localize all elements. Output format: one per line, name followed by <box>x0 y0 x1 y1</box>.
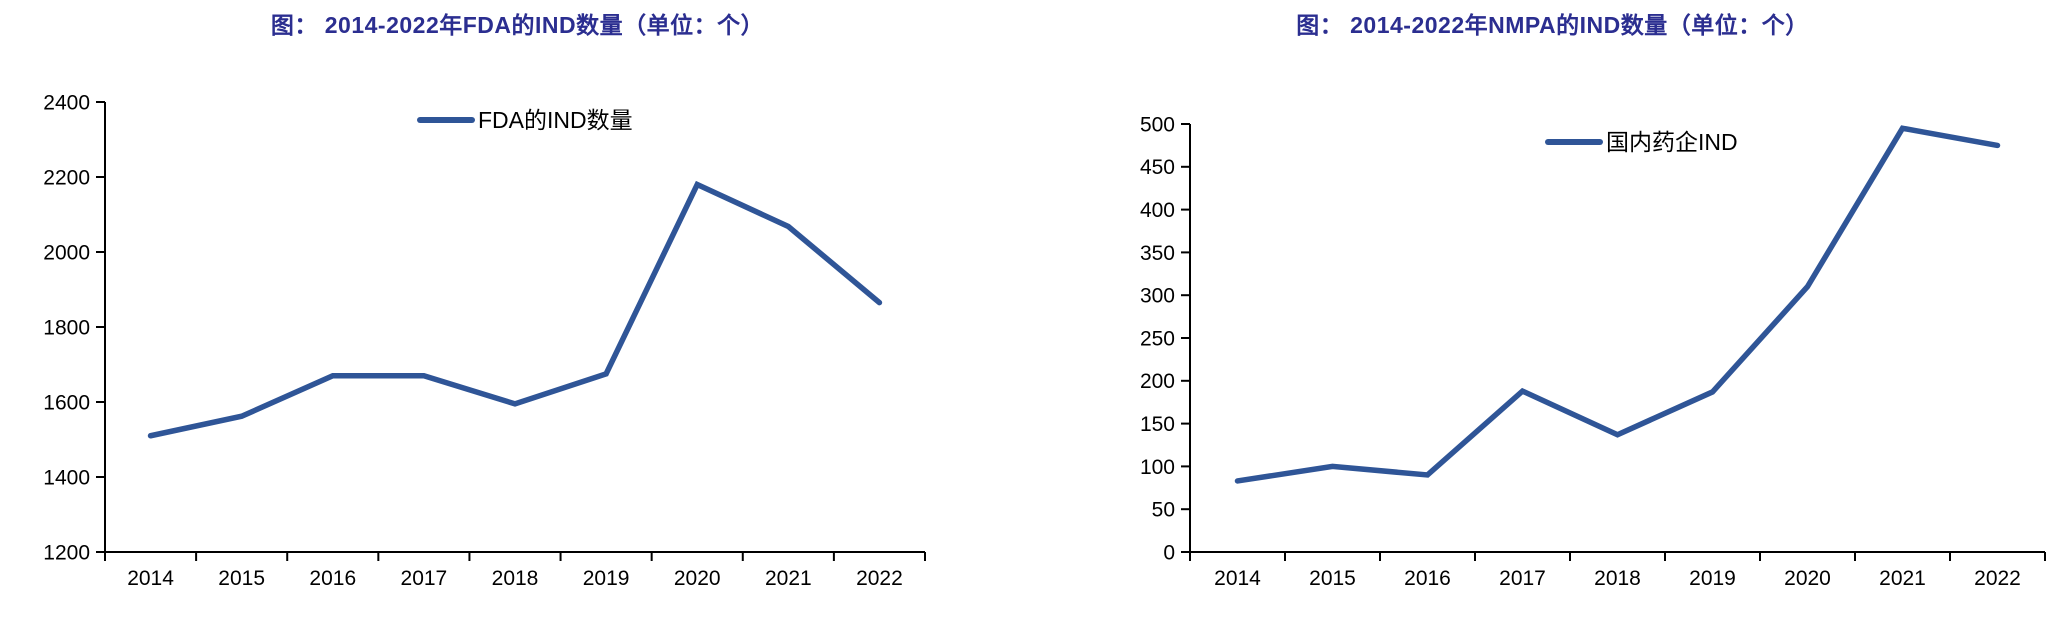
data-line <box>147 180 883 439</box>
y-tick-label: 250 <box>1140 327 1175 350</box>
year-label: 2018 <box>1594 567 1641 590</box>
y-tick-label: 200 <box>1140 370 1175 393</box>
fda-ind-chart: 图： 2014-2022年FDA的IND数量（单位：个） 1200 1400 160… <box>43 12 926 590</box>
nmpa-chart-title: 图： 2014-2022年NMPA的IND数量（单位：个） <box>1296 12 1809 38</box>
year-label: 2020 <box>674 567 721 590</box>
y-tick-label: 300 <box>1140 285 1175 308</box>
nmpa-ind-chart: 图： 2014-2022年NMPA的IND数量（单位：个） 0 50 100 150 2… <box>1035 0 2070 631</box>
year-label: 2022 <box>1974 567 2021 590</box>
legend-label: 国内药企IND <box>1606 129 1738 155</box>
data-line <box>1234 125 2001 484</box>
nmpa-ind-line-chart-canvas: 0 50 100 150 200 250 300 350 400 450 500 2014 2015 20… <box>1140 113 2046 590</box>
year-label: 2022 <box>856 567 903 590</box>
y-tick-label: 2000 <box>43 241 90 264</box>
y-tick-label: 450 <box>1140 156 1175 179</box>
year-label: 2016 <box>309 567 356 590</box>
y-tick-label: 350 <box>1140 242 1175 265</box>
fda-chart-title: 图： 2014-2022年FDA的IND数量（单位：个） <box>270 12 765 38</box>
year-label: 2017 <box>1499 567 1546 590</box>
y-tick-label: 1400 <box>43 466 90 489</box>
year-label: 2016 <box>1404 567 1451 590</box>
year-label: 2019 <box>583 567 630 590</box>
year-label: 2018 <box>492 567 539 590</box>
y-tick-label: 1600 <box>43 391 90 414</box>
y-tick-label: 50 <box>1152 499 1175 522</box>
y-tick-label: 1800 <box>43 316 90 339</box>
year-label: 2015 <box>1309 567 1356 590</box>
year-label: 2021 <box>765 567 812 590</box>
y-tick-label: 1200 <box>43 541 90 564</box>
year-label: 2021 <box>1879 567 1926 590</box>
legend-label: FDA的IND数量 <box>478 107 633 133</box>
y-tick-label: 0 <box>1163 541 1175 564</box>
year-label: 2014 <box>1214 567 1261 590</box>
year-label: 2019 <box>1689 567 1736 590</box>
fda-ind-line-chart-canvas: 1200 1400 1600 1800 2000 2200 2400 2014 2015 2016… <box>43 91 926 590</box>
year-label: 2014 <box>127 567 174 590</box>
y-tick-label: 2200 <box>43 166 90 189</box>
y-tick-label: 150 <box>1140 413 1175 436</box>
year-label: 2020 <box>1784 567 1831 590</box>
y-tick-label: 500 <box>1140 113 1175 136</box>
y-tick-label: 400 <box>1140 199 1175 222</box>
year-label: 2015 <box>218 567 265 590</box>
y-tick-label: 2400 <box>43 91 90 114</box>
year-label: 2017 <box>401 567 448 590</box>
y-tick-label: 100 <box>1140 456 1175 479</box>
